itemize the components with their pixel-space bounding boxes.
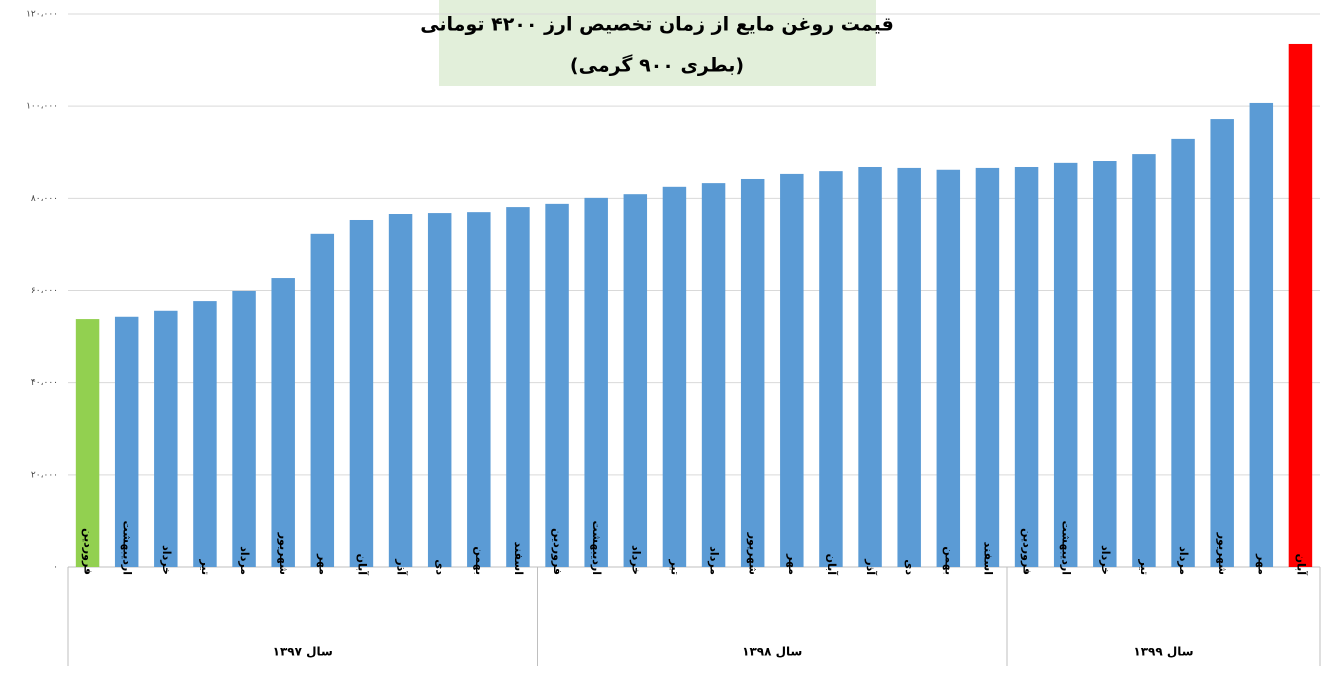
bar	[701, 183, 726, 567]
group-label: سال ۱۳۹۹	[1133, 645, 1193, 659]
bar	[1210, 119, 1234, 567]
bar	[1249, 102, 1274, 568]
x-tick-label: مهر	[316, 553, 329, 575]
x-tick-label: خرداد	[629, 545, 642, 575]
bar	[349, 219, 374, 567]
x-tick-label: اسفند	[981, 542, 994, 575]
bar	[193, 301, 217, 567]
x-tick-label: تیر	[668, 559, 681, 575]
bar	[1093, 161, 1117, 567]
x-tick-label: مرداد	[708, 546, 721, 575]
x-tick-label: شهریور	[1216, 532, 1229, 575]
bar	[936, 169, 961, 568]
y-tick-label: ۶۰،۰۰۰	[31, 286, 58, 296]
x-tick-label: آبان	[355, 554, 369, 576]
x-tick-label: تیر	[199, 559, 212, 575]
chart-title: قیمت روغن مایع از زمان تخصیص ارز ۴۲۰۰ تو…	[420, 14, 894, 36]
x-tick-label: مرداد	[1177, 546, 1190, 575]
bar	[662, 186, 687, 567]
x-tick-label: تیر	[1138, 559, 1151, 575]
x-tick-label: فروردین	[551, 528, 564, 575]
bar	[75, 319, 100, 567]
x-tick-label: دی	[903, 559, 916, 575]
bar	[623, 194, 648, 567]
chart-subtitle: (بطری ۹۰۰ گرمی)	[570, 54, 744, 77]
bar	[858, 166, 882, 567]
x-tick-label: دی	[434, 559, 447, 575]
x-tick-label: فروردین	[82, 528, 95, 575]
x-tick-label: اردیبهشت	[121, 521, 134, 575]
x-tick-label: مهر	[786, 553, 799, 575]
y-tick-label: ۱۰۰،۰۰۰	[26, 102, 58, 112]
x-tick-label: آبان	[1294, 554, 1308, 576]
x-tick-label: اردیبهشت	[590, 521, 603, 575]
x-tick-label: خرداد	[1099, 545, 1112, 575]
bar	[271, 278, 295, 567]
y-tick-label: ۱۲۰،۰۰۰	[26, 10, 58, 20]
y-tick-label: ۴۰،۰۰۰	[31, 378, 58, 388]
x-tick-label: خرداد	[160, 545, 173, 575]
x-tick-label: اردیبهشت	[1060, 521, 1073, 575]
x-tick-label: شهریور	[747, 532, 760, 575]
y-tick-label: ۰	[53, 563, 58, 573]
bar	[1014, 166, 1039, 567]
bar	[740, 178, 765, 567]
bar	[1171, 138, 1195, 567]
bar	[545, 203, 569, 567]
bar	[388, 214, 413, 568]
bar	[232, 290, 256, 567]
y-tick-label: ۸۰،۰۰۰	[31, 194, 58, 204]
x-tick-label: آذر	[864, 558, 878, 575]
x-tick-label: بهمن	[473, 546, 486, 575]
bar	[1288, 43, 1313, 568]
x-tick-label: بهمن	[942, 546, 955, 575]
y-tick-label: ۲۰،۰۰۰	[31, 470, 58, 480]
x-tick-label: فروردین	[1021, 528, 1034, 575]
x-tick-label: آذر	[395, 558, 409, 575]
x-tick-label: مهر	[1255, 553, 1268, 575]
group-label: سال ۱۳۹۸	[742, 645, 802, 659]
bar	[1132, 154, 1156, 568]
bar	[467, 212, 491, 568]
bar	[506, 207, 530, 567]
bar	[975, 167, 1000, 567]
bar	[154, 310, 178, 567]
bar	[897, 167, 921, 567]
bar	[1053, 162, 1078, 567]
x-tick-label: شهریور	[277, 532, 290, 575]
x-tick-label: آبان	[825, 554, 839, 576]
bar	[780, 173, 804, 567]
group-label: سال ۱۳۹۷	[273, 645, 333, 659]
bar	[819, 171, 843, 567]
bar	[114, 316, 139, 567]
bar	[310, 233, 335, 567]
x-tick-label: مرداد	[238, 546, 251, 575]
x-tick-label: اسفند	[512, 542, 525, 575]
bar	[584, 197, 608, 567]
bar	[427, 213, 452, 567]
